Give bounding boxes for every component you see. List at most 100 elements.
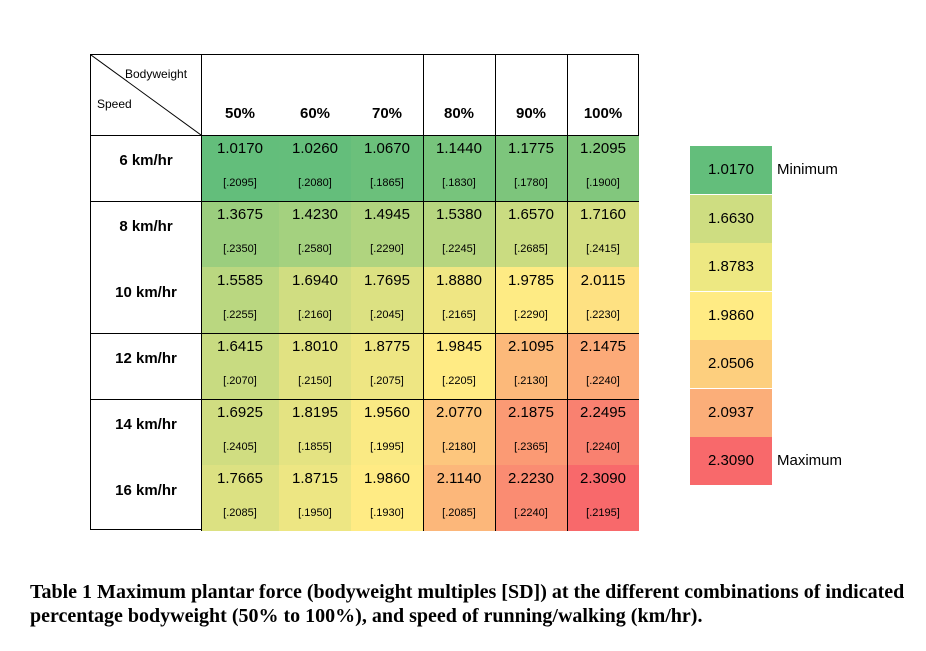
cell-value: 1.0170: [217, 140, 263, 157]
row-header: 10 km/hr: [115, 284, 177, 301]
cell-value: 1.3675: [217, 206, 263, 223]
cell-value: 1.7665: [217, 470, 263, 487]
grid-line: [91, 333, 639, 334]
column-header: 80%: [443, 105, 475, 122]
heatmap-table: Bodyweight Speed 50% 60% 70% 80% 90% 100% 6 km…: [90, 54, 639, 531]
cell-value: 2.1475: [580, 338, 626, 355]
cell-sd: [.2070]: [223, 375, 257, 387]
heatmap-cell: 1.6940 [.2160]: [279, 267, 351, 333]
cell-value: 2.2230: [508, 470, 554, 487]
cell-sd: [.2240]: [586, 441, 620, 453]
cell-value: 2.1875: [508, 404, 554, 421]
heatmap-cell: 2.1095 [.2130]: [495, 333, 567, 399]
cell-value: 1.2095: [580, 140, 626, 157]
cell-sd: [.2075]: [370, 375, 404, 387]
cell-value: 1.8010: [292, 338, 338, 355]
grid-line: [91, 399, 639, 400]
cell-sd: [.2080]: [298, 177, 332, 189]
legend-swatch: 2.0506: [690, 340, 772, 388]
cell-value: 2.0770: [436, 404, 482, 421]
heatmap-cell: 2.0115 [.2230]: [567, 267, 639, 333]
row-header: 8 km/hr: [119, 218, 173, 235]
heatmap-cell: 2.1475 [.2240]: [567, 333, 639, 399]
cell-value: 2.0115: [580, 272, 626, 289]
cell-value: 1.7160: [580, 206, 626, 223]
heatmap-cell: 1.0670 [.1865]: [351, 135, 423, 201]
cell-sd: [.2150]: [298, 375, 332, 387]
cell-sd: [.1865]: [370, 177, 404, 189]
heatmap-cell: 2.2230 [.2240]: [495, 465, 567, 531]
cell-value: 1.8715: [292, 470, 338, 487]
cell-value: 1.8195: [292, 404, 338, 421]
cell-value: 1.8775: [364, 338, 410, 355]
cell-sd: [.2415]: [586, 243, 620, 255]
legend-swatch: 2.0937: [690, 388, 772, 437]
cell-value: 2.2495: [580, 404, 626, 421]
cell-value: 1.4945: [364, 206, 410, 223]
cell-sd: [.1930]: [370, 507, 404, 519]
cell-sd: [.1900]: [586, 177, 620, 189]
cell-sd: [.2095]: [223, 177, 257, 189]
cell-sd: [.2130]: [514, 375, 548, 387]
heatmap-cell: 1.5585 [.2255]: [201, 267, 279, 333]
legend-label: Maximum: [777, 452, 843, 469]
cell-value: 1.1775: [508, 140, 554, 157]
row-header: 16 km/hr: [115, 482, 177, 499]
heatmap-cell: 1.7665 [.2085]: [201, 465, 279, 531]
cell-value: 1.6570: [508, 206, 554, 223]
column-header: 100%: [583, 105, 623, 122]
heatmap-cell: 1.9845 [.2205]: [423, 333, 495, 399]
heatmap-cell: 1.8195 [.1855]: [279, 399, 351, 465]
column-header: 90%: [515, 105, 547, 122]
column-header: 70%: [371, 105, 403, 122]
heatmap-cell: 1.1440 [.1830]: [423, 135, 495, 201]
cell-sd: [.2165]: [442, 309, 476, 321]
cell-value: 1.7695: [364, 272, 410, 289]
legend-swatch: 2.3090: [690, 437, 772, 485]
heatmap-cell: 1.8010 [.2150]: [279, 333, 351, 399]
cell-sd: [.2160]: [298, 309, 332, 321]
cell-sd: [.2350]: [223, 243, 257, 255]
heatmap-cell: 1.4230 [.2580]: [279, 201, 351, 267]
cell-sd: [.2230]: [586, 309, 620, 321]
corner-label-speed: Speed: [97, 97, 132, 111]
cell-value: 1.6415: [217, 338, 263, 355]
cell-sd: [.2195]: [586, 507, 620, 519]
cell-sd: [.1780]: [514, 177, 548, 189]
cell-value: 2.1095: [508, 338, 554, 355]
cell-sd: [.2240]: [586, 375, 620, 387]
legend-swatch: 1.8783: [690, 243, 772, 291]
cell-sd: [.2290]: [514, 309, 548, 321]
heatmap-cell: 1.1775 [.1780]: [495, 135, 567, 201]
cell-sd: [.2085]: [442, 507, 476, 519]
corner-diagonal: [91, 55, 201, 135]
cell-sd: [.2045]: [370, 309, 404, 321]
heatmap-cell: 1.7160 [.2415]: [567, 201, 639, 267]
cell-value: 1.4230: [292, 206, 338, 223]
cell-sd: [.1830]: [442, 177, 476, 189]
cell-value: 2.1140: [436, 470, 482, 487]
grid-line: [91, 135, 639, 136]
cell-value: 1.9860: [364, 470, 410, 487]
heatmap-cell: 1.4945 [.2290]: [351, 201, 423, 267]
grid-line: [91, 201, 639, 202]
cell-value: 1.9785: [508, 272, 554, 289]
cell-sd: [.2255]: [223, 309, 257, 321]
cell-value: 1.8880: [436, 272, 482, 289]
row-header: 12 km/hr: [115, 350, 177, 367]
heatmap-cell: 2.0770 [.2180]: [423, 399, 495, 465]
heatmap-cell: 2.2495 [.2240]: [567, 399, 639, 465]
cell-sd: [.2205]: [442, 375, 476, 387]
row-header: 6 km/hr: [119, 152, 173, 169]
cell-sd: [.2240]: [514, 507, 548, 519]
grid-line: [567, 55, 568, 531]
heatmap-cell: 2.1875 [.2365]: [495, 399, 567, 465]
grid-line: [201, 55, 202, 531]
heatmap-cell: 1.5380 [.2245]: [423, 201, 495, 267]
cell-sd: [.2245]: [442, 243, 476, 255]
cell-sd: [.2180]: [442, 441, 476, 453]
cell-value: 1.1440: [436, 140, 482, 157]
cell-value: 2.3090: [580, 470, 626, 487]
heatmap-cell: 1.0170 [.2095]: [201, 135, 279, 201]
corner-label-bodyweight: Bodyweight: [125, 67, 188, 81]
